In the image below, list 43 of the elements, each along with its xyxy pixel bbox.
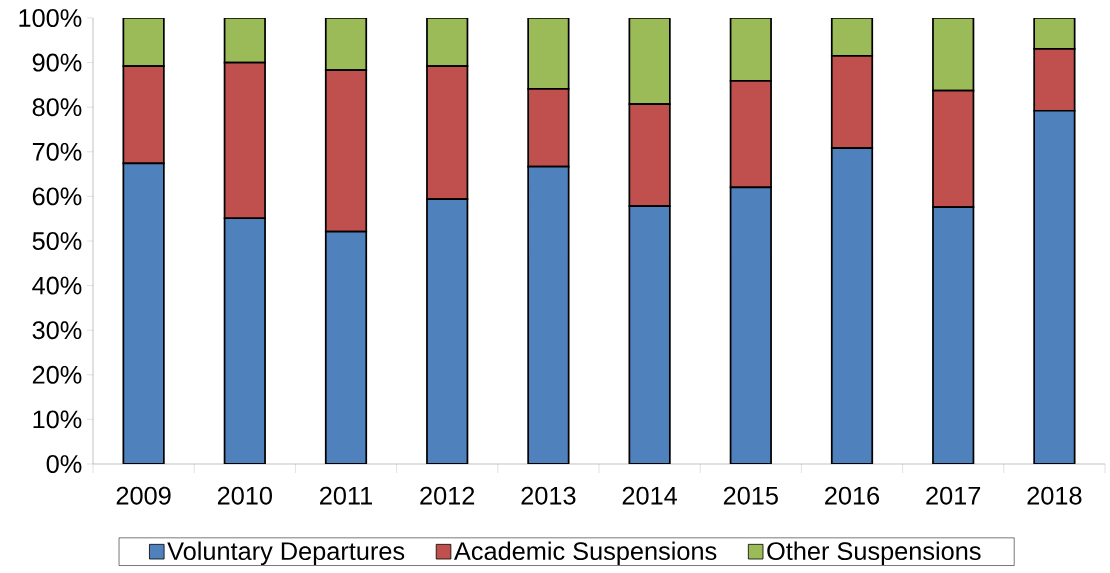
- y-tick-label: 10%: [33, 410, 82, 429]
- y-tick-label: 40%: [32, 276, 82, 295]
- y-tick-label: 30%: [32, 321, 82, 340]
- x-tick-label: 2009: [116, 486, 171, 505]
- bar: [628, 17, 671, 105]
- x-tick-label: 2013: [521, 486, 576, 505]
- bar: [223, 17, 266, 64]
- x-tick-label: 2015: [723, 486, 778, 505]
- bar: [324, 230, 368, 464]
- bar: [932, 17, 975, 92]
- legend-label: Other Suspensions: [767, 541, 981, 566]
- legend-label: Academic Suspensions: [454, 541, 717, 566]
- y-tick-label: 0%: [46, 455, 82, 473]
- bar: [122, 17, 165, 68]
- y-tick-label: 70%: [32, 142, 82, 161]
- x-tick-label: 2016: [825, 486, 880, 505]
- bar: [426, 198, 469, 464]
- y-tick-label: 20%: [32, 365, 82, 384]
- bar: [527, 165, 570, 464]
- x-tick-label: 2014: [622, 486, 678, 505]
- bar: [1033, 109, 1076, 464]
- bar: [729, 17, 772, 82]
- x-tick-label: 2011: [320, 486, 372, 505]
- y-tick-label: 60%: [32, 187, 82, 206]
- bar: [122, 162, 165, 464]
- bar: [324, 17, 368, 72]
- bar: [223, 217, 266, 464]
- bar: [426, 17, 469, 68]
- bar: [628, 205, 671, 464]
- bar: [527, 17, 570, 90]
- bar: [1033, 17, 1076, 50]
- y-tick-label: 100%: [19, 9, 82, 27]
- x-tick-label: 2017: [926, 486, 981, 505]
- legend-label: Voluntary Departures: [167, 541, 405, 566]
- y-tick-label: 50%: [32, 232, 82, 250]
- bar: [830, 147, 874, 464]
- y-tick-label: 90%: [32, 53, 82, 72]
- y-tick-label: 80%: [32, 98, 82, 117]
- bar: [729, 186, 772, 464]
- x-tick-label: 2018: [1027, 486, 1082, 505]
- x-tick-label: 2010: [217, 486, 272, 505]
- bar: [932, 206, 975, 464]
- x-tick-label: 2012: [420, 486, 475, 505]
